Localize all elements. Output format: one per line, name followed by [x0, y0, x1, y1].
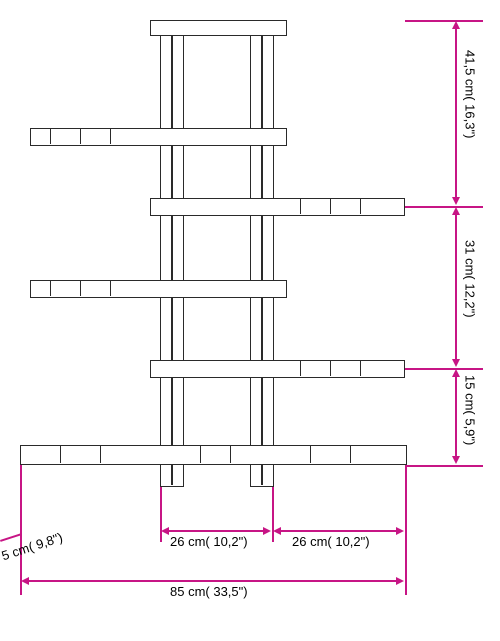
slat: [360, 198, 361, 214]
dim-line-w26l: [168, 530, 264, 532]
ext-line: [405, 465, 483, 467]
slat: [360, 360, 361, 376]
slat: [300, 198, 301, 214]
shelf-r2: [150, 198, 405, 216]
slat: [50, 280, 51, 296]
slat: [110, 280, 111, 296]
dim-line-w85: [28, 580, 397, 582]
dim-label-height-bot: 15 cm( 5,9"): [462, 375, 476, 445]
shelf-r4: [150, 360, 405, 378]
slat: [110, 128, 111, 144]
arrow-icon: [273, 527, 281, 535]
ext-line: [0, 533, 21, 541]
arrow-icon: [452, 359, 460, 367]
arrow-icon: [452, 21, 460, 29]
dim-label-w26r: 26 cm( 10,2"): [292, 535, 370, 549]
arrow-icon: [396, 577, 404, 585]
dim-label-depth: 5 cm( 9,8"): [0, 530, 64, 563]
arrow-icon: [21, 577, 29, 585]
dim-line-w26r: [280, 530, 397, 532]
dim-line-h2: [455, 214, 457, 360]
arrow-icon: [452, 456, 460, 464]
slat: [300, 360, 301, 376]
arrow-icon: [452, 207, 460, 215]
slat: [310, 445, 311, 463]
slat: [100, 445, 101, 463]
dim-line-h3: [455, 376, 457, 457]
dim-label-w85: 85 cm( 33,5"): [170, 585, 248, 599]
shelf-l3: [30, 280, 287, 298]
dim-label-height-mid: 31 cm( 12,2"): [462, 240, 476, 318]
post-left-rail: [171, 25, 173, 485]
ext-line: [405, 20, 483, 22]
shelf-top-cap: [150, 20, 287, 36]
slat: [330, 198, 331, 214]
ext-line: [20, 465, 22, 595]
ext-line: [405, 368, 483, 370]
ext-line: [405, 206, 483, 208]
slat: [80, 128, 81, 144]
arrow-icon: [452, 369, 460, 377]
dim-line-h1: [455, 28, 457, 198]
arrow-icon: [452, 197, 460, 205]
slat: [230, 445, 231, 463]
slat: [80, 280, 81, 296]
ext-line: [405, 465, 407, 595]
shelf-bottom: [20, 445, 407, 465]
shelf-l1: [30, 128, 287, 146]
arrow-icon: [396, 527, 404, 535]
technical-drawing-canvas: 41,5 cm( 16,3") 31 cm( 12,2") 15 cm( 5,9…: [0, 0, 500, 641]
slat: [60, 445, 61, 463]
dim-label-height-top: 41,5 cm( 16,3"): [462, 50, 476, 138]
post-right-rail: [261, 25, 263, 485]
dim-label-w26l: 26 cm( 10,2"): [170, 535, 248, 549]
slat: [350, 445, 351, 463]
slat: [200, 445, 201, 463]
slat: [50, 128, 51, 144]
slat: [330, 360, 331, 376]
arrow-icon: [263, 527, 271, 535]
arrow-icon: [161, 527, 169, 535]
